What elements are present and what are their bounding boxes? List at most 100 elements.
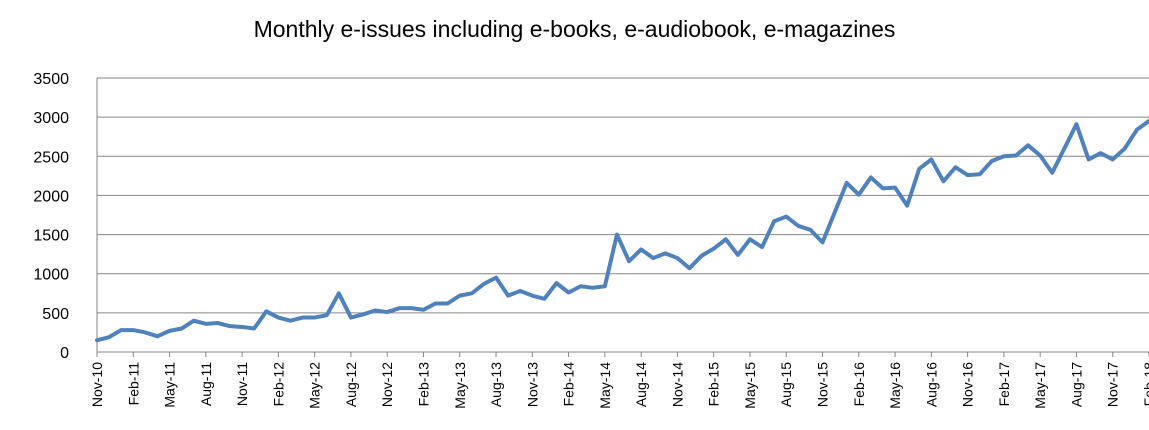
data-point	[929, 157, 933, 161]
data-point	[397, 306, 401, 310]
data-point	[567, 291, 571, 295]
data-point	[833, 211, 837, 215]
data-point	[409, 306, 413, 310]
series-points-0	[95, 119, 1149, 342]
data-point	[772, 219, 776, 223]
x-tick-label: Nov-16	[960, 362, 976, 407]
data-point	[905, 204, 909, 208]
data-point	[1062, 146, 1066, 150]
x-tick-label: Nov-17	[1105, 362, 1121, 407]
data-point	[966, 173, 970, 177]
data-point	[373, 309, 377, 313]
data-point	[663, 251, 667, 255]
y-tick-label: 2500	[33, 149, 69, 166]
x-tick-label: Feb-14	[561, 362, 577, 407]
x-tick-label: May-13	[452, 362, 468, 409]
data-point	[458, 294, 462, 298]
y-tick-label: 1000	[33, 267, 69, 284]
data-point	[155, 334, 159, 338]
data-point	[845, 181, 849, 185]
data-point	[385, 310, 389, 314]
data-point	[675, 256, 679, 260]
data-point	[760, 245, 764, 249]
data-point	[579, 284, 583, 288]
data-point	[325, 313, 329, 317]
data-point	[288, 319, 292, 323]
data-point	[252, 327, 256, 331]
data-point	[1099, 151, 1103, 155]
y-tick-label: 1500	[33, 228, 69, 245]
data-point	[1135, 128, 1139, 132]
x-tick-label: May-15	[742, 362, 758, 409]
data-point	[1074, 122, 1078, 126]
data-point	[1014, 154, 1018, 158]
x-tick-label: May-16	[887, 362, 903, 409]
gridlines	[97, 77, 1149, 314]
x-tick-label: Nov-11	[234, 362, 250, 406]
data-point	[264, 309, 268, 313]
x-tick-label: Aug-16	[923, 362, 939, 407]
x-tick-label: May-11	[162, 362, 178, 408]
data-point	[470, 291, 474, 295]
data-point	[688, 266, 692, 270]
x-tick-label: May-12	[307, 362, 323, 409]
y-tick-label: 0	[60, 345, 69, 362]
data-point	[1002, 154, 1006, 158]
data-point	[651, 256, 655, 260]
data-point	[748, 237, 752, 241]
data-point	[1038, 154, 1042, 158]
data-point	[192, 319, 196, 323]
x-tick-label: Nov-13	[524, 362, 540, 407]
data-point	[554, 281, 558, 285]
data-point	[736, 253, 740, 257]
data-point	[784, 215, 788, 219]
data-point	[700, 254, 704, 258]
data-point	[301, 316, 305, 320]
x-tick-label: Nov-10	[89, 362, 105, 407]
series-line-0	[95, 119, 1149, 343]
data-point	[240, 325, 244, 329]
x-tick-label: Aug-13	[488, 362, 504, 407]
x-tick-label: Nov-12	[379, 362, 395, 407]
data-point	[615, 233, 619, 237]
data-point	[796, 224, 800, 228]
data-point	[869, 175, 873, 179]
x-tick-label: Feb-17	[996, 362, 1012, 407]
data-point	[518, 289, 522, 293]
series-layer	[95, 119, 1149, 343]
data-point	[421, 308, 425, 312]
y-tick-label: 500	[42, 306, 69, 323]
data-point	[204, 322, 208, 326]
x-tick-label: May-17	[1032, 362, 1048, 409]
data-point	[808, 228, 812, 232]
x-tick-label: Aug-14	[633, 362, 649, 407]
data-point	[143, 330, 147, 334]
x-tick-label: Aug-17	[1068, 362, 1084, 407]
data-point	[216, 321, 220, 325]
data-point	[494, 276, 498, 280]
data-point	[893, 186, 897, 190]
data-point	[603, 284, 607, 288]
data-point	[542, 297, 546, 301]
x-tick-label: Aug-12	[343, 362, 359, 407]
data-point	[724, 237, 728, 241]
chart-title: Monthly e-issues including e-books, e-au…	[253, 16, 896, 42]
data-point	[107, 335, 111, 339]
data-point	[941, 179, 945, 183]
data-point	[434, 301, 438, 305]
data-point	[276, 316, 280, 320]
data-point	[361, 312, 365, 316]
x-tick-label: May-14	[597, 362, 613, 409]
x-tick-label: Feb-15	[706, 362, 722, 407]
data-point	[591, 286, 595, 290]
x-tick-label: Aug-11	[198, 362, 214, 406]
data-point	[228, 324, 232, 328]
data-point	[349, 316, 353, 320]
x-tick-label: Aug-15	[778, 362, 794, 407]
y-tick-label: 3000	[33, 110, 69, 127]
data-point	[1026, 143, 1030, 147]
x-tick-label: Feb-16	[851, 362, 867, 407]
x-tick-label: Feb-13	[415, 362, 431, 407]
x-tick-label: Nov-15	[815, 362, 831, 407]
data-point	[1111, 157, 1115, 161]
